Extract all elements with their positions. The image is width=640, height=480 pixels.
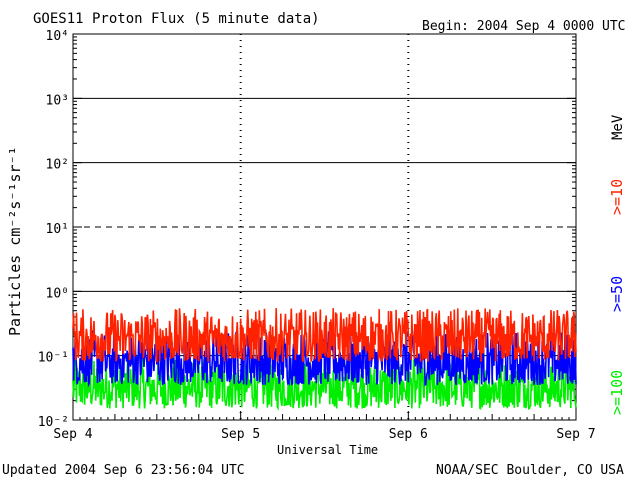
plot-area: 10⁻² 10⁻¹ 10⁰ 10¹ 10² 10³ 10⁴ Sep 4 Sep 5 Sep 6 Se… [38, 29, 596, 442]
y-tick-label: 10¹ [46, 222, 69, 237]
y-axis-label: Particles cm⁻²s⁻¹sr⁻¹ [6, 146, 24, 336]
y-tick-label: 10⁴ [46, 29, 69, 44]
legend-p100: >=100 [608, 370, 626, 415]
chart-title: GOES11 Proton Flux (5 minute data) [33, 11, 320, 27]
x-axis-label: Universal Time [277, 443, 378, 457]
y-tick-label: 10³ [46, 93, 69, 108]
legend-p50: >=50 [608, 276, 626, 312]
series-line [72, 308, 577, 364]
unit-label: MeV [610, 114, 626, 140]
x-tick-label: Sep 4 [53, 427, 92, 442]
y-tick-label: 10⁻² [38, 415, 69, 430]
x-tick-label: Sep 5 [221, 427, 260, 442]
credit: NOAA/SEC Boulder, CO USA [436, 463, 624, 478]
updated-time: Updated 2004 Sep 6 23:56:04 UTC [2, 463, 245, 478]
begin-time: Begin: 2004 Sep 4 0000 UTC [422, 19, 626, 34]
y-tick-label: 10⁰ [46, 286, 69, 301]
x-tick-label: Sep 6 [389, 427, 428, 442]
y-tick-label: 10⁻¹ [38, 351, 69, 366]
y-tick-label: 10² [46, 158, 69, 173]
legend-p10: >=10 [608, 179, 626, 215]
x-tick-label: Sep 7 [556, 427, 595, 442]
series-line [72, 330, 577, 388]
